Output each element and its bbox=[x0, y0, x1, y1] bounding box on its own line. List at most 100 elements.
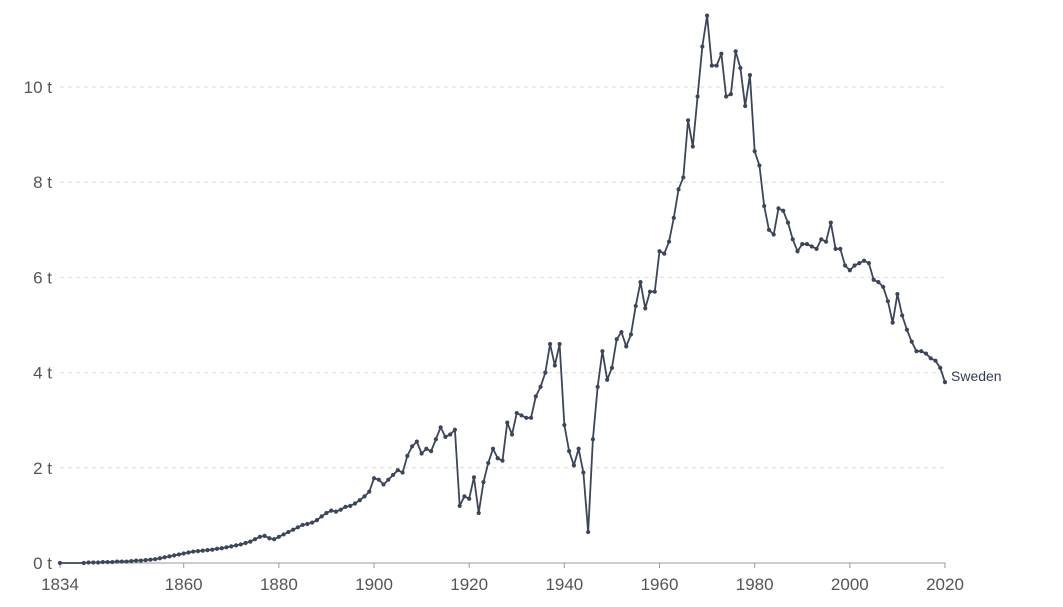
data-point bbox=[847, 268, 852, 273]
data-point bbox=[676, 187, 681, 192]
data-point bbox=[424, 446, 429, 451]
data-point bbox=[238, 542, 243, 547]
data-point bbox=[134, 558, 139, 563]
data-point bbox=[438, 425, 443, 430]
data-point bbox=[333, 509, 339, 514]
data-point bbox=[233, 543, 239, 548]
data-point bbox=[419, 451, 424, 456]
data-point bbox=[657, 249, 662, 254]
data-point bbox=[743, 103, 748, 109]
data-point bbox=[252, 537, 258, 542]
x-tick-label: 1940 bbox=[545, 575, 583, 594]
data-point bbox=[157, 556, 163, 561]
data-point bbox=[91, 560, 96, 565]
data-point bbox=[338, 507, 343, 512]
data-point bbox=[704, 13, 710, 18]
y-tick-label: 4 t bbox=[33, 364, 52, 383]
data-point bbox=[95, 560, 101, 565]
data-point bbox=[200, 548, 205, 553]
data-point bbox=[138, 558, 143, 563]
data-point bbox=[552, 363, 557, 368]
data-point bbox=[942, 380, 948, 385]
data-point bbox=[581, 470, 586, 475]
data-point bbox=[295, 525, 301, 530]
data-point bbox=[314, 518, 320, 523]
x-tick-label: 1880 bbox=[260, 575, 298, 594]
x-axis-ticks: 1834 1860 1880 1900 1920 1940 1960 1980 2000 2020 bbox=[41, 563, 964, 594]
data-point bbox=[709, 63, 714, 68]
data-point bbox=[129, 558, 134, 564]
data-point bbox=[486, 460, 491, 466]
data-point bbox=[776, 206, 781, 211]
data-point bbox=[81, 560, 86, 566]
data-point bbox=[647, 289, 653, 294]
data-point bbox=[195, 549, 201, 554]
y-tick-label: 6 t bbox=[33, 268, 52, 287]
data-point bbox=[766, 227, 772, 232]
data-point bbox=[695, 94, 700, 99]
data-point bbox=[457, 503, 462, 508]
data-point bbox=[100, 559, 105, 565]
data-point bbox=[343, 504, 348, 509]
data-point bbox=[476, 510, 481, 516]
data-point bbox=[904, 327, 910, 332]
data-point bbox=[291, 527, 296, 532]
data-point bbox=[671, 215, 676, 220]
data-point bbox=[533, 394, 538, 399]
data-point bbox=[495, 456, 500, 461]
data-point bbox=[357, 498, 362, 503]
data-point bbox=[538, 384, 543, 389]
data-point bbox=[509, 432, 515, 437]
data-point bbox=[728, 92, 733, 97]
data-point bbox=[148, 557, 153, 562]
data-point bbox=[890, 320, 895, 325]
data-point bbox=[747, 73, 753, 78]
data-point bbox=[300, 522, 305, 528]
data-point bbox=[214, 546, 220, 551]
data-point bbox=[543, 370, 548, 375]
data-point bbox=[257, 534, 262, 539]
data-point bbox=[490, 446, 496, 451]
data-point bbox=[376, 477, 381, 482]
data-point bbox=[400, 470, 405, 475]
y-axis-tick-labels: 0 t 2 t 4 t 6 t 8 t 10 t bbox=[24, 78, 53, 573]
data-point bbox=[771, 232, 776, 237]
data-point bbox=[348, 503, 353, 508]
data-point bbox=[367, 489, 372, 494]
data-point bbox=[785, 220, 791, 225]
data-point bbox=[919, 349, 924, 354]
data-point bbox=[838, 246, 843, 251]
data-point bbox=[881, 284, 886, 290]
data-point bbox=[624, 344, 629, 349]
x-tick-label: 1980 bbox=[736, 575, 774, 594]
data-point bbox=[429, 449, 434, 454]
data-point bbox=[590, 437, 596, 442]
data-point bbox=[329, 508, 334, 513]
data-point bbox=[605, 377, 610, 382]
data-point bbox=[105, 559, 110, 565]
data-point bbox=[781, 208, 786, 213]
data-point bbox=[371, 476, 377, 481]
data-point bbox=[448, 432, 453, 437]
data-point bbox=[153, 557, 158, 562]
data-point bbox=[176, 552, 182, 557]
x-tick-label: 2020 bbox=[926, 575, 964, 594]
data-point bbox=[628, 332, 634, 337]
data-point bbox=[600, 349, 605, 354]
data-point bbox=[471, 475, 477, 480]
data-point bbox=[57, 560, 63, 566]
data-point bbox=[381, 482, 386, 487]
data-point bbox=[433, 437, 438, 442]
data-point bbox=[690, 144, 695, 149]
data-point bbox=[871, 277, 876, 282]
data-point bbox=[685, 118, 691, 123]
data-point bbox=[700, 44, 705, 49]
data-point bbox=[576, 446, 581, 451]
data-point bbox=[752, 149, 757, 154]
data-point bbox=[823, 239, 829, 244]
data-point bbox=[462, 494, 467, 499]
data-point bbox=[172, 553, 177, 558]
y-tick-label: 10 t bbox=[24, 78, 53, 97]
data-point bbox=[167, 554, 172, 559]
